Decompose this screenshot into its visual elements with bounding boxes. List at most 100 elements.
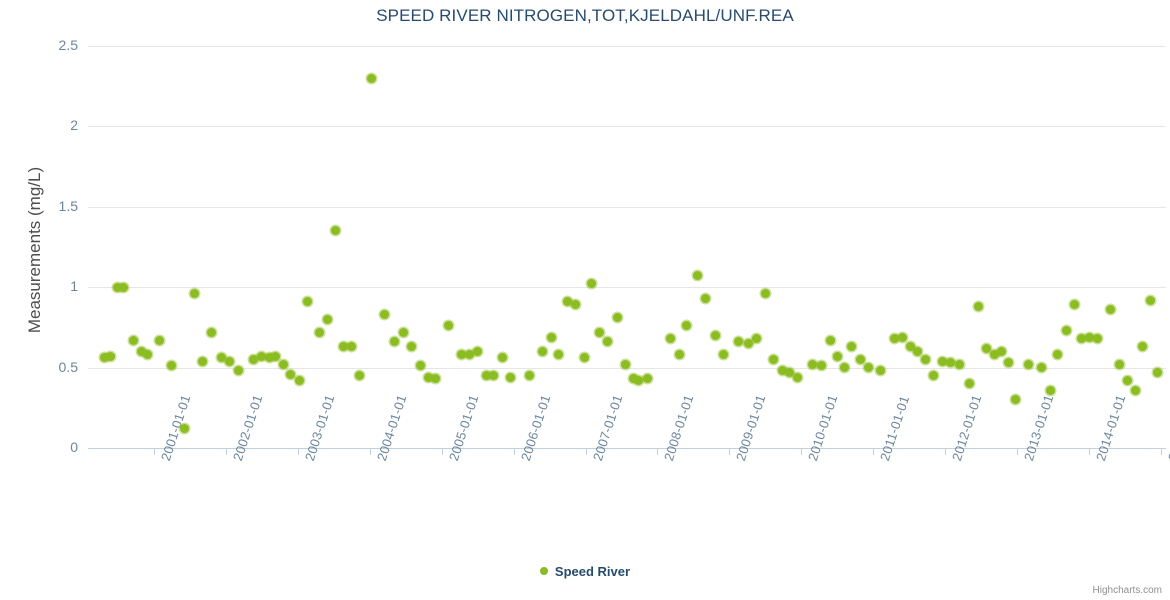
scatter-point[interactable] — [816, 361, 826, 371]
scatter-point[interactable] — [248, 355, 258, 365]
scatter-point[interactable] — [563, 297, 573, 307]
credits-link[interactable]: Highcharts.com — [1092, 585, 1162, 596]
scatter-point[interactable] — [524, 371, 534, 381]
scatter-point[interactable] — [1145, 295, 1155, 305]
scatter-point[interactable] — [620, 359, 630, 369]
scatter-point[interactable] — [825, 335, 835, 345]
scatter-point[interactable] — [224, 356, 234, 366]
scatter-point[interactable] — [330, 226, 340, 236]
scatter-point[interactable] — [890, 334, 900, 344]
scatter-point[interactable] — [207, 327, 216, 337]
scatter-point[interactable] — [965, 379, 975, 389]
scatter-point[interactable] — [546, 332, 556, 342]
scatter-point[interactable] — [1106, 305, 1116, 315]
scatter-point[interactable] — [996, 347, 1006, 357]
scatter-point[interactable] — [406, 342, 416, 352]
scatter-point[interactable] — [198, 356, 208, 366]
scatter-point[interactable] — [339, 342, 349, 352]
scatter-point[interactable] — [913, 347, 923, 357]
scatter-point[interactable] — [1024, 359, 1034, 369]
scatter-point[interactable] — [595, 327, 605, 337]
scatter-point[interactable] — [137, 347, 147, 357]
scatter-point[interactable] — [628, 374, 638, 384]
scatter-point[interactable] — [906, 342, 916, 352]
scatter-point[interactable] — [264, 353, 274, 363]
scatter-point[interactable] — [322, 314, 332, 324]
scatter-point[interactable] — [832, 351, 842, 361]
scatter-point[interactable] — [897, 332, 907, 342]
scatter-point[interactable] — [642, 374, 652, 384]
scatter-point[interactable] — [1123, 375, 1133, 385]
scatter-point[interactable] — [1093, 334, 1103, 344]
scatter-point[interactable] — [424, 372, 434, 382]
scatter-point[interactable] — [180, 424, 190, 434]
scatter-point[interactable] — [190, 289, 200, 299]
scatter-point[interactable] — [682, 321, 692, 331]
scatter-point[interactable] — [1070, 300, 1080, 310]
legend-item-speed-river[interactable]: Speed River — [539, 563, 630, 579]
scatter-point[interactable] — [271, 351, 281, 361]
scatter-point[interactable] — [1084, 332, 1094, 342]
scatter-point[interactable] — [367, 73, 377, 83]
scatter-point[interactable] — [875, 366, 885, 376]
scatter-point[interactable] — [863, 363, 873, 373]
scatter-point[interactable] — [989, 350, 999, 360]
scatter-point[interactable] — [710, 330, 720, 340]
scatter-point[interactable] — [855, 355, 865, 365]
scatter-point[interactable] — [793, 372, 803, 382]
scatter-point[interactable] — [839, 363, 849, 373]
scatter-point[interactable] — [982, 343, 992, 353]
scatter-point[interactable] — [808, 359, 818, 369]
scatter-point[interactable] — [946, 358, 956, 368]
scatter-point[interactable] — [166, 361, 176, 371]
scatter-point[interactable] — [278, 359, 288, 369]
scatter-point[interactable] — [399, 327, 409, 337]
scatter-point[interactable] — [498, 353, 508, 363]
scatter-point[interactable] — [674, 350, 684, 360]
scatter-point[interactable] — [129, 335, 139, 345]
scatter-point[interactable] — [752, 334, 762, 344]
scatter-point[interactable] — [390, 337, 400, 347]
scatter-point[interactable] — [973, 301, 983, 311]
scatter-point[interactable] — [155, 335, 165, 345]
scatter-point[interactable] — [431, 374, 441, 384]
scatter-point[interactable] — [464, 350, 474, 360]
scatter-point[interactable] — [692, 271, 702, 281]
scatter-point[interactable] — [634, 375, 644, 385]
scatter-point[interactable] — [1152, 367, 1162, 377]
scatter-point[interactable] — [142, 350, 152, 360]
scatter-point[interactable] — [488, 371, 498, 381]
scatter-point[interactable] — [955, 359, 965, 369]
scatter-point[interactable] — [473, 347, 483, 357]
scatter-point[interactable] — [106, 351, 116, 361]
scatter-point[interactable] — [481, 371, 491, 381]
scatter-point[interactable] — [355, 371, 365, 381]
scatter-point[interactable] — [847, 342, 857, 352]
scatter-point[interactable] — [579, 353, 589, 363]
scatter-point[interactable] — [217, 353, 227, 363]
scatter-point[interactable] — [570, 300, 580, 310]
scatter-point[interactable] — [554, 350, 564, 360]
scatter-point[interactable] — [234, 366, 244, 376]
scatter-point[interactable] — [743, 338, 753, 348]
scatter-point[interactable] — [1052, 350, 1062, 360]
scatter-point[interactable] — [294, 375, 304, 385]
scatter-point[interactable] — [1137, 342, 1147, 352]
scatter-point[interactable] — [1045, 385, 1055, 395]
scatter-point[interactable] — [665, 334, 675, 344]
scatter-point[interactable] — [112, 282, 122, 292]
scatter-point[interactable] — [1011, 395, 1021, 405]
scatter-point[interactable] — [303, 297, 313, 307]
scatter-point[interactable] — [457, 350, 467, 360]
scatter-point[interactable] — [380, 310, 390, 320]
scatter-point[interactable] — [537, 347, 547, 357]
scatter-point[interactable] — [1130, 385, 1140, 395]
scatter-point[interactable] — [1003, 358, 1013, 368]
scatter-point[interactable] — [1037, 363, 1047, 373]
scatter-point[interactable] — [778, 366, 788, 376]
scatter-point[interactable] — [118, 282, 128, 292]
scatter-point[interactable] — [760, 289, 770, 299]
scatter-point[interactable] — [314, 327, 324, 337]
scatter-point[interactable] — [769, 355, 779, 365]
scatter-point[interactable] — [1114, 359, 1124, 369]
